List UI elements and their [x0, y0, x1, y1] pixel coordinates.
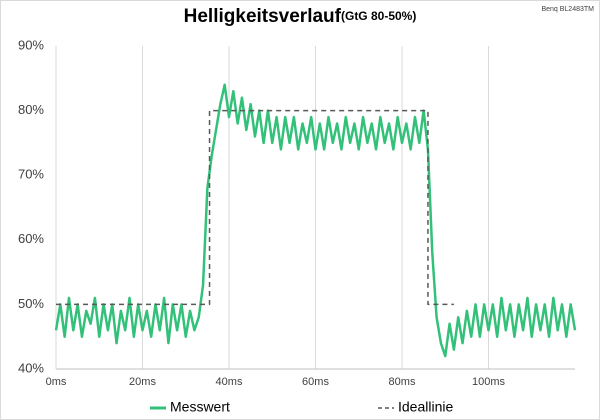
y-tick-label: 70%	[18, 167, 44, 182]
y-tick-label: 80%	[18, 102, 44, 117]
x-tick-label: 20ms	[129, 376, 156, 388]
x-tick-label: 40ms	[216, 376, 243, 388]
legend-label: Ideallinie	[398, 399, 453, 415]
measured-line	[54, 83, 577, 358]
y-tick-label: 40%	[18, 360, 44, 375]
chart-title-group: Helligkeitsverlauf(GtG 80-50%)	[184, 6, 417, 27]
ideal-line	[56, 109, 454, 306]
chart-title: Helligkeitsverlauf	[184, 6, 342, 27]
y-tick-label: 60%	[18, 231, 44, 246]
chart-subtitle: (GtG 80-50%)	[341, 9, 416, 23]
x-tick-label: 80ms	[389, 376, 416, 388]
y-tick-label: 50%	[18, 296, 44, 311]
annotation: Benq BL2483TM	[541, 6, 594, 13]
x-tick-label: 0ms	[46, 376, 67, 388]
y-tick-label: 90%	[18, 37, 44, 52]
legend-label: Messwert	[170, 399, 230, 415]
x-tick-label: 100ms	[472, 376, 506, 388]
x-tick-label: 60ms	[302, 376, 329, 388]
